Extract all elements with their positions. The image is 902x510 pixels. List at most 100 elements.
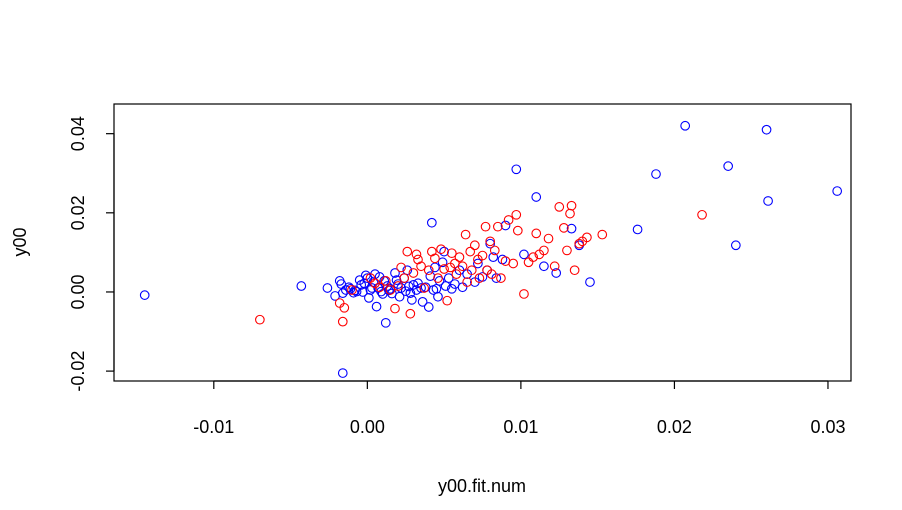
- x-tick-label: 0.01: [503, 417, 538, 437]
- data-point: [322, 283, 333, 293]
- data-point: [549, 261, 560, 272]
- data-points: [139, 120, 843, 378]
- data-point: [503, 215, 514, 225]
- data-point: [371, 301, 382, 312]
- data-point: [761, 124, 772, 135]
- data-point: [413, 254, 423, 265]
- data-point: [405, 308, 416, 319]
- data-point: [451, 269, 462, 280]
- data-point: [680, 120, 691, 131]
- data-point: [460, 229, 471, 240]
- data-point: [473, 258, 483, 269]
- data-point: [519, 249, 529, 260]
- data-point: [574, 238, 585, 249]
- data-point: [426, 217, 437, 228]
- data-point: [562, 245, 572, 256]
- data-point: [416, 261, 426, 272]
- data-point: [433, 291, 443, 302]
- data-point: [423, 302, 434, 312]
- data-point: [462, 277, 472, 287]
- data-point: [367, 283, 377, 293]
- data-point: [512, 225, 523, 236]
- data-point: [543, 233, 554, 244]
- data-point: [730, 240, 741, 251]
- data-point: [334, 298, 345, 308]
- data-point: [431, 283, 442, 294]
- data-point: [443, 273, 454, 283]
- data-point: [296, 281, 307, 291]
- data-point: [457, 282, 468, 293]
- data-point: [425, 271, 436, 281]
- x-tick-label: 0.03: [810, 417, 845, 437]
- data-point: [380, 317, 391, 328]
- data-point: [423, 265, 434, 276]
- data-point: [531, 192, 542, 202]
- plot-frame: [113, 103, 852, 382]
- data-point: [417, 297, 428, 307]
- data-point: [396, 262, 406, 273]
- data-point: [474, 273, 485, 283]
- data-point: [446, 248, 457, 259]
- data-point: [385, 285, 396, 295]
- data-point: [390, 268, 400, 278]
- data-point: [426, 246, 437, 257]
- data-point: [139, 290, 150, 300]
- data-point: [566, 223, 577, 234]
- data-point: [519, 289, 529, 299]
- data-point: [632, 224, 643, 235]
- data-point: [439, 246, 449, 257]
- data-point: [454, 252, 465, 262]
- data-point: [565, 208, 575, 219]
- data-point: [566, 200, 577, 211]
- data-point: [408, 268, 419, 278]
- data-point: [539, 245, 549, 256]
- data-point: [374, 282, 385, 293]
- data-point: [439, 264, 449, 274]
- x-tick-label: 0.02: [657, 417, 692, 437]
- data-point: [373, 283, 383, 293]
- data-point: [697, 209, 707, 220]
- data-point: [469, 240, 480, 251]
- data-point: [493, 221, 503, 232]
- data-point: [531, 228, 542, 239]
- data-point: [364, 293, 374, 303]
- data-point: [376, 286, 387, 297]
- data-point: [339, 302, 350, 313]
- data-point: [723, 161, 734, 171]
- data-point: [405, 288, 416, 299]
- data-point: [351, 286, 362, 297]
- y-axis: -0.02 0.00 0.02 0.04: [68, 116, 115, 392]
- y-tick-label: -0.02: [68, 351, 88, 392]
- data-point: [442, 295, 453, 306]
- data-point: [465, 246, 476, 257]
- data-point: [569, 265, 580, 276]
- data-point: [489, 245, 500, 256]
- data-point: [393, 281, 403, 291]
- x-tick-label: -0.01: [193, 417, 234, 437]
- data-point: [551, 268, 562, 278]
- data-point: [457, 261, 468, 272]
- data-point: [597, 229, 608, 240]
- data-point: [559, 223, 569, 233]
- x-axis: -0.01 0.00 0.01 0.02 0.03: [193, 380, 845, 437]
- data-point: [419, 283, 430, 293]
- data-point: [407, 295, 417, 305]
- data-point: [488, 252, 499, 262]
- data-point: [337, 288, 348, 299]
- data-point: [523, 257, 534, 268]
- data-point: [582, 232, 592, 243]
- y-tick-label: 0.00: [68, 274, 88, 309]
- data-point: [347, 285, 357, 295]
- data-point: [390, 303, 400, 314]
- data-point: [485, 236, 496, 247]
- data-point: [485, 238, 496, 249]
- data-point: [411, 249, 422, 260]
- data-point: [436, 244, 446, 255]
- data-point: [360, 270, 371, 281]
- data-point: [430, 253, 440, 264]
- data-point: [486, 269, 497, 280]
- data-point: [433, 273, 443, 283]
- data-point: [832, 186, 843, 196]
- data-point: [585, 277, 595, 287]
